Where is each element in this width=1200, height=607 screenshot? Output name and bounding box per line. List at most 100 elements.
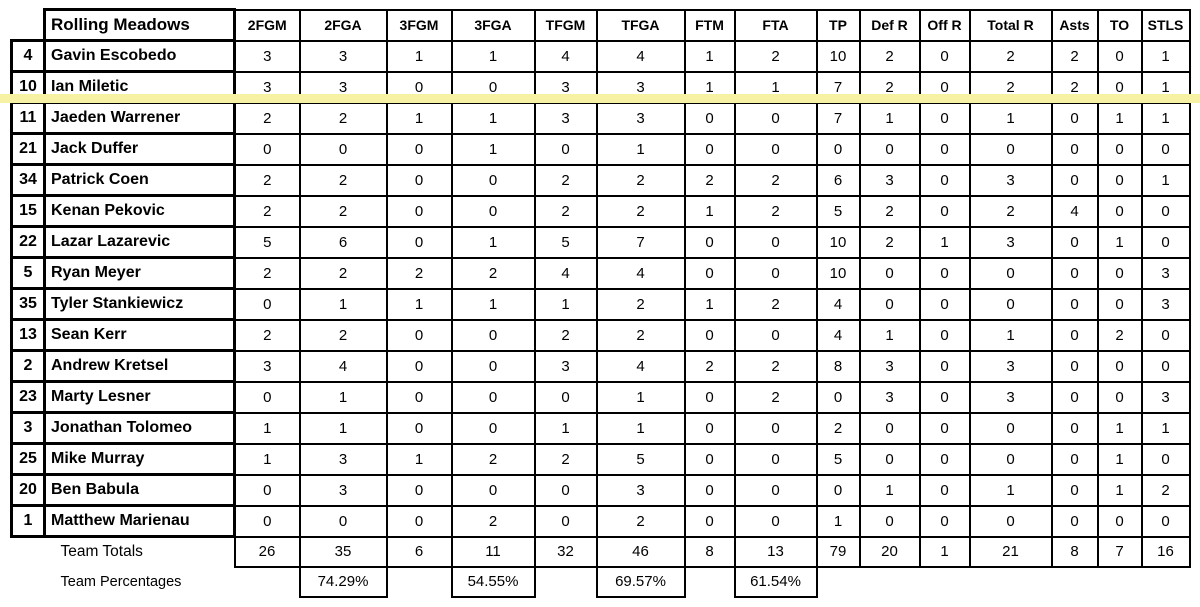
stat-cell: 0 (918, 411, 971, 445)
stat-cell: 0 (968, 132, 1053, 166)
stat-cell: 1 (1140, 39, 1191, 73)
stat-cell: 3 (595, 101, 686, 135)
stat-cell: 4 (298, 349, 388, 383)
stat-cell: 1 (385, 287, 453, 321)
stat-cell: 0 (918, 473, 971, 507)
player-name: Tyler Stankiewicz (43, 287, 236, 321)
percentage-empty-cell (535, 567, 597, 597)
stat-cell: 4 (1050, 194, 1099, 228)
stat-cell: 0 (1096, 132, 1143, 166)
stat-cell: 2 (385, 256, 453, 290)
stat-cell: 0 (968, 442, 1053, 476)
stat-cell: 2 (233, 101, 301, 135)
stat-cell: 5 (533, 225, 598, 259)
stat-cell: 3 (233, 39, 301, 73)
stat-cell: 3 (533, 349, 598, 383)
totals-blank-cell (12, 537, 45, 567)
player-row: 5 Ryan Meyer 2 2 2 2 4 4 0 0 10 0 0 0 0 0 3 (10, 256, 1191, 290)
stat-cell: 2 (298, 318, 388, 352)
stat-cell: 4 (533, 256, 598, 290)
stat-cell: 2 (595, 194, 686, 228)
stat-cell: 0 (1096, 287, 1143, 321)
stat-cell: 7 (815, 101, 861, 135)
stat-cell: 2 (858, 39, 921, 73)
stat-cell: 0 (918, 132, 971, 166)
stat-cell: 0 (815, 380, 861, 414)
stat-cell: 0 (1050, 132, 1099, 166)
total-cell: 21 (968, 535, 1053, 568)
stat-cell: 2 (858, 194, 921, 228)
stat-cell: 1 (918, 225, 971, 259)
stat-cell: 0 (450, 194, 536, 228)
stat-cell: 0 (918, 318, 971, 352)
stat-cell: 0 (533, 473, 598, 507)
player-row: 1 Matthew Marienau 0 0 0 2 0 2 0 0 1 0 0 0 0 0 0 (10, 504, 1191, 538)
stat-cell: 0 (450, 349, 536, 383)
percentage-cell: 69.57% (595, 565, 686, 598)
player-name: Jaeden Warrener (43, 101, 236, 135)
stat-cell: 4 (595, 256, 686, 290)
stat-cell: 0 (385, 473, 453, 507)
stat-cell: 0 (1096, 504, 1143, 538)
stat-cell: 1 (450, 225, 536, 259)
stat-cell: 2 (968, 194, 1053, 228)
stat-cell: 3 (858, 163, 921, 197)
highlight-marker (0, 94, 1200, 103)
stat-cell: 1 (1096, 442, 1143, 476)
player-number: 11 (10, 101, 46, 135)
stat-cell: 2 (450, 504, 536, 538)
column-header-asts: Asts (1050, 8, 1099, 42)
stat-cell: 2 (450, 442, 536, 476)
stat-cell: 4 (533, 39, 598, 73)
stat-cell: 2 (298, 194, 388, 228)
stat-cell: 0 (1050, 473, 1099, 507)
stat-cell: 3 (858, 380, 921, 414)
column-header-off-r: Off R (918, 8, 971, 42)
stat-cell: 0 (918, 442, 971, 476)
player-name: Jonathan Tolomeo (43, 411, 236, 445)
stat-cell: 0 (385, 132, 453, 166)
total-cell: 46 (595, 535, 686, 568)
column-header-total-r: Total R (968, 8, 1053, 42)
stat-cell: 0 (968, 504, 1053, 538)
stat-cell: 0 (858, 504, 921, 538)
player-row-highlighted: 10 Ian Miletic 3 3 0 0 3 3 1 1 7 2 0 2 2 0 1 (10, 70, 1191, 104)
stat-cell: 0 (1140, 132, 1191, 166)
player-row: 11 Jaeden Warrener 2 2 1 1 3 3 0 0 7 1 0 1 0 1 1 (10, 101, 1191, 135)
percentages-row: Team Percentages 74.29% 54.55% 69.57% 61.54… (12, 565, 1190, 598)
stat-cell: 0 (858, 411, 921, 445)
stat-cell: 0 (533, 504, 598, 538)
stat-cell: 1 (450, 101, 536, 135)
stat-cell: 3 (298, 39, 388, 73)
stat-cell: 0 (450, 473, 536, 507)
stat-cell: 0 (733, 473, 818, 507)
total-cell: 13 (733, 535, 818, 568)
column-header-3fgm: 3FGM (385, 8, 453, 42)
stat-cell: 2 (968, 39, 1053, 73)
player-name: Sean Kerr (43, 318, 236, 352)
stat-cell: 0 (683, 442, 736, 476)
stat-cell: 1 (1096, 411, 1143, 445)
stat-cell: 0 (683, 473, 736, 507)
percentage-empty-cell (1098, 567, 1142, 597)
player-row: 21 Jack Duffer 0 0 0 1 0 1 0 0 0 0 0 0 0 0 0 (10, 132, 1191, 166)
stat-cell: 3 (968, 225, 1053, 259)
stat-cell: 1 (683, 194, 736, 228)
percentage-empty-cell (817, 567, 860, 597)
stat-cell: 2 (233, 318, 301, 352)
stat-cell: 5 (815, 442, 861, 476)
stat-cell: 2 (858, 225, 921, 259)
stat-cell: 2 (733, 163, 818, 197)
stat-cell: 0 (1140, 194, 1191, 228)
stat-cell: 1 (1096, 101, 1143, 135)
percentage-empty-cell (235, 567, 300, 597)
stat-cell: 2 (1140, 473, 1191, 507)
stat-cell: 1 (595, 411, 686, 445)
stat-cell: 2 (533, 194, 598, 228)
stat-cell: 0 (918, 194, 971, 228)
total-cell: 8 (683, 535, 736, 568)
total-cell: 32 (533, 535, 598, 568)
stat-cell: 0 (233, 504, 301, 538)
stat-cell: 0 (1050, 225, 1099, 259)
stat-cell: 2 (298, 101, 388, 135)
